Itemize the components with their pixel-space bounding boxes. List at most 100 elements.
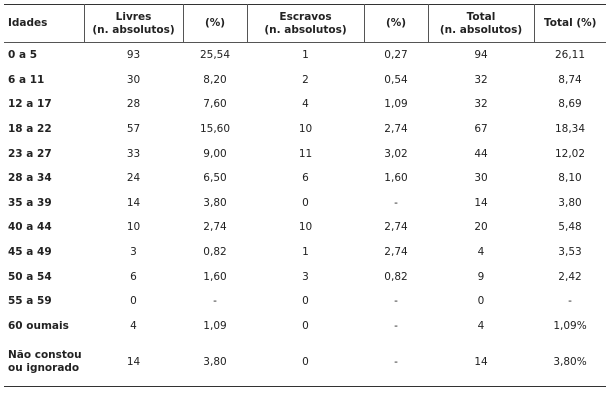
header-cell: Idades: [4, 4, 85, 43]
value-cell: 14: [126, 355, 141, 368]
value-cell: -: [394, 196, 398, 209]
value-cell: 9: [477, 270, 485, 283]
value-cell: 1,60: [203, 270, 227, 283]
value-cell: 1,09: [384, 98, 408, 111]
value-cell: -: [568, 295, 572, 308]
value-cell: 94: [474, 49, 488, 62]
header-text: (%): [385, 17, 407, 29]
table-row: 35 a 39 14 3,80 0 - 14 3,80: [4, 191, 606, 216]
value-cell: 2,74: [384, 221, 408, 234]
value-cell: 6: [302, 172, 309, 185]
value-cell: 4: [477, 319, 485, 332]
table-row: 23 a 27 33 9,00 11 3,02 44 12,02: [4, 141, 606, 166]
table-row: 6 a 11 30 8,20 2 0,54 32 8,74: [4, 68, 606, 93]
value-cell: 10: [298, 221, 313, 234]
table-row: 18 a 22 57 15,60 10 2,74 67 18,34: [4, 117, 606, 142]
value-cell: -: [394, 295, 398, 308]
header-cell: (%): [182, 4, 248, 43]
value-cell: 4: [130, 319, 137, 332]
value-cell: 0: [302, 319, 309, 332]
value-cell: 1,60: [384, 172, 408, 185]
value-cell: 3,80%: [553, 355, 587, 368]
value-cell: 1: [302, 49, 309, 62]
table-body: 0 a 5 93 25,54 1 0,27 94 26,11 6 a 11 30 8,20 2 0,5…: [4, 43, 606, 387]
value-cell: 44: [474, 147, 488, 160]
value-cell: 2,42: [558, 270, 582, 283]
value-cell: 8,74: [558, 73, 582, 86]
value-cell: 0,82: [203, 246, 227, 259]
value-cell: 9,00: [203, 147, 227, 160]
value-cell: 30: [126, 73, 141, 86]
header-text: (n. absolutos): [264, 23, 347, 36]
value-cell: 12,02: [554, 147, 586, 160]
value-cell: -: [394, 355, 398, 368]
age-cell: 28 a 34: [8, 172, 52, 185]
table-row: 0 a 5 93 25,54 1 0,27 94 26,11: [4, 43, 606, 68]
age-cell: 40 a 44: [8, 221, 52, 234]
value-cell: 3,80: [203, 355, 227, 368]
value-cell: -: [394, 319, 398, 332]
header-row: Idades Livres (n. absolutos) (%) Escravos (n.…: [4, 4, 606, 43]
value-cell: 2,74: [203, 221, 227, 234]
value-cell: 0: [302, 295, 309, 308]
value-cell: 30: [474, 172, 488, 185]
value-cell: 3,80: [558, 196, 582, 209]
value-cell: 3,53: [558, 246, 582, 259]
value-cell: 20: [474, 221, 488, 234]
value-cell: 67: [474, 123, 488, 136]
value-cell: 14: [126, 196, 141, 209]
table-row: 50 a 54 6 1,60 3 0,82 9 2,42: [4, 264, 606, 289]
value-cell: 2,74: [384, 123, 408, 136]
value-cell: 0,27: [384, 49, 408, 62]
age-cell: 55 a 59: [8, 295, 52, 308]
header-text: (n. absolutos): [92, 23, 175, 36]
value-cell: 25,54: [199, 49, 231, 62]
value-cell: 7,60: [203, 98, 227, 111]
table-row: 40 a 44 10 2,74 10 2,74 20 5,48: [4, 215, 606, 240]
value-cell: 6: [130, 270, 137, 283]
value-cell: 32: [474, 98, 488, 111]
value-cell: 8,10: [558, 172, 582, 185]
data-table: Idades Livres (n. absolutos) (%) Escravos (n.…: [4, 4, 606, 388]
table-row: 60 oumais 4 1,09 0 - 4 1,09%: [4, 314, 606, 339]
age-cell: 6 a 11: [8, 73, 45, 86]
value-cell: 14: [474, 196, 488, 209]
age-cell: 18 a 22: [8, 123, 52, 136]
value-cell: 0,82: [384, 270, 408, 283]
value-cell: 14: [474, 355, 488, 368]
age-cell: 35 a 39: [8, 196, 52, 209]
table-wrapper: Idades Livres (n. absolutos) (%) Escravos (n.…: [4, 4, 606, 388]
value-cell: 2,74: [384, 246, 408, 259]
header-text: Idades: [8, 17, 48, 29]
value-cell: 5,48: [558, 221, 582, 234]
table-row: Não constou ou ignorado 14 3,80 0 - 14 3,80%: [4, 338, 606, 387]
value-cell: 0: [302, 355, 309, 368]
value-cell: 93: [126, 49, 141, 62]
value-cell: 28: [126, 98, 141, 111]
age-cell: 12 a 17: [8, 98, 52, 111]
value-cell: 1,09: [203, 319, 227, 332]
value-cell: 4: [302, 98, 309, 111]
value-cell: 24: [126, 172, 141, 185]
age-cell: Não constou ou ignorado: [8, 349, 82, 375]
header-cell: Escravos (n. absolutos): [246, 4, 365, 43]
value-cell: 15,60: [199, 123, 231, 136]
value-cell: 6,50: [203, 172, 227, 185]
value-cell: 3,02: [384, 147, 408, 160]
value-cell: 11: [298, 147, 313, 160]
value-cell: 57: [126, 123, 141, 136]
value-cell: 18,34: [554, 123, 586, 136]
header-cell: Total (%): [533, 4, 606, 43]
header-text: Total: [466, 10, 496, 23]
value-cell: 33: [126, 147, 141, 160]
header-cell: Livres (n. absolutos): [83, 4, 184, 43]
header-text: (%): [204, 17, 226, 29]
table-row: 45 a 49 3 0,82 1 2,74 4 3,53: [4, 240, 606, 265]
header-cell: (%): [363, 4, 429, 43]
age-cell: 50 a 54: [8, 270, 52, 283]
value-cell: 8,20: [203, 73, 227, 86]
header-text: Total (%): [544, 17, 597, 29]
header-text: Livres: [115, 10, 152, 23]
value-cell: 32: [474, 73, 488, 86]
value-cell: 3,80: [203, 196, 227, 209]
